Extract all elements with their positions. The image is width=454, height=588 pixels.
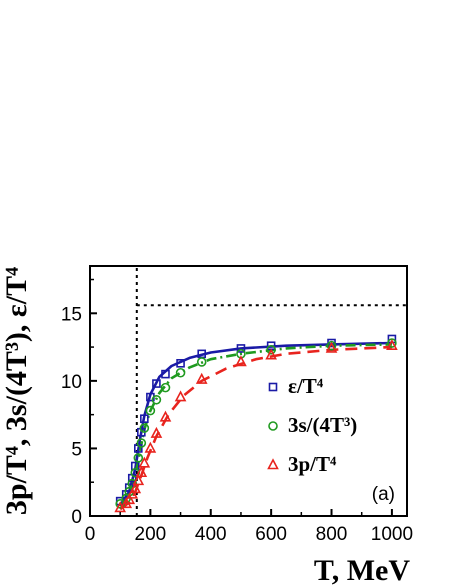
point-square [176, 358, 185, 368]
point-circle [196, 357, 207, 367]
plot-frame [89, 265, 408, 517]
point-circle [145, 405, 156, 416]
x-tick-label: 1000 [371, 524, 413, 545]
point-triangle [126, 487, 139, 499]
point-circle [136, 438, 147, 448]
point-square [387, 334, 397, 344]
point-triangle [174, 390, 187, 402]
point-triangle [123, 493, 136, 505]
y-axis-label: 3p/T⁴, 3s/(4T³), ε/T⁴ [0, 267, 33, 515]
point-circle [175, 367, 186, 378]
legend-label: 3s/(4T³) [288, 413, 357, 437]
point-triangle [159, 410, 172, 422]
point-triangle [138, 456, 151, 468]
point-triangle [195, 372, 208, 384]
curve-triangle [119, 345, 392, 511]
point-square [140, 414, 149, 424]
point-triangle [144, 441, 157, 453]
x-axis-label: T, MeV [314, 554, 410, 587]
y-axis-ticks: 0 5 10 15 [61, 278, 97, 528]
legend-marker-square [268, 382, 278, 392]
point-triangle [129, 482, 142, 494]
x-tick-label: 800 [316, 524, 348, 545]
point-circle [266, 344, 276, 355]
point-circle [160, 382, 171, 393]
point-square [236, 344, 246, 353]
x-tick-label: 400 [195, 524, 227, 545]
y-tick-label: 10 [61, 372, 82, 393]
point-circle [133, 453, 144, 463]
legend-label: 3p/T⁴ [288, 452, 337, 476]
point-triangle [325, 341, 338, 353]
x-tick-label: 200 [135, 524, 167, 545]
point-triangle [135, 466, 148, 478]
x-tick-label: 0 [85, 524, 96, 545]
y-tick-label: 5 [71, 439, 82, 460]
y-tick-label: 15 [61, 304, 82, 325]
panel-label: (a) [372, 484, 395, 505]
point-circle [139, 423, 150, 433]
point-triangle [150, 426, 163, 438]
legend-marker-circle [268, 421, 278, 431]
x-axis-ticks: 0 200 400 600 800 1000 [85, 509, 413, 545]
data-markers [114, 334, 398, 513]
x-tick-label: 600 [255, 524, 287, 545]
point-triangle [235, 355, 247, 367]
legend: ε/T⁴ 3s/(4T³) 3p/T⁴ [267, 374, 357, 476]
legend-marker-triangle [267, 458, 279, 470]
legend-label: ε/T⁴ [288, 374, 324, 398]
point-triangle [386, 339, 398, 351]
point-triangle [132, 474, 145, 486]
point-circle [151, 394, 162, 405]
point-triangle [265, 348, 277, 360]
point-square [152, 379, 161, 388]
y-tick-label: 0 [71, 507, 82, 528]
point-square [161, 369, 170, 379]
